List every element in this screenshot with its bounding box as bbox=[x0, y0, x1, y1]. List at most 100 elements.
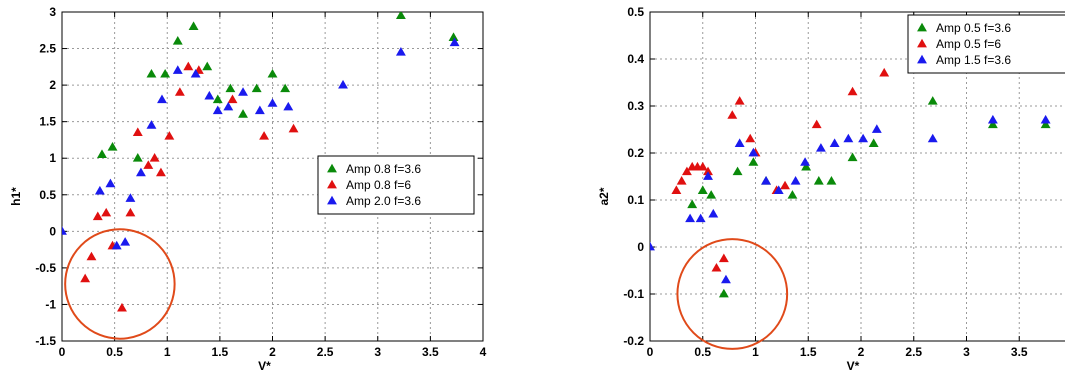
data-point-series-1 bbox=[813, 176, 824, 185]
data-point-series-1 bbox=[787, 190, 798, 199]
data-point-series-2 bbox=[80, 273, 91, 283]
data-point-series-3 bbox=[120, 237, 131, 246]
y-tick-label: 0.5 bbox=[39, 188, 56, 202]
data-point-series-1 bbox=[395, 12, 406, 20]
y-tick-label: 0.4 bbox=[627, 52, 644, 66]
data-point-series-1 bbox=[748, 157, 759, 166]
data-point-series-3 bbox=[62, 226, 67, 235]
data-point-series-2 bbox=[711, 262, 722, 272]
data-point-series-1 bbox=[107, 142, 118, 151]
data-point-series-1 bbox=[697, 185, 708, 194]
x-tick-label: 3 bbox=[374, 345, 381, 359]
legend-marker-series-1 bbox=[917, 22, 927, 32]
data-point-series-1 bbox=[267, 68, 278, 78]
x-tick-label: 0.5 bbox=[694, 345, 711, 359]
y-axis-label: h1* bbox=[9, 187, 23, 206]
y-tick-label: 1.5 bbox=[39, 115, 56, 129]
y-tick-label: 0 bbox=[49, 224, 56, 238]
data-point-series-3 bbox=[734, 138, 745, 147]
data-point-series-2 bbox=[671, 185, 682, 194]
x-tick-label: 0.5 bbox=[106, 345, 123, 359]
legend-marker-series-1 bbox=[327, 163, 337, 173]
data-point-series-3 bbox=[871, 124, 882, 133]
data-point-series-2 bbox=[125, 207, 136, 217]
data-point-series-2 bbox=[227, 94, 238, 104]
y-tick-label: 2 bbox=[49, 78, 56, 92]
data-point-series-2 bbox=[259, 131, 270, 140]
data-point-series-3 bbox=[773, 185, 784, 194]
data-point-series-3 bbox=[1040, 114, 1051, 124]
data-point-series-1 bbox=[251, 83, 262, 93]
data-point-series-3 bbox=[829, 138, 840, 147]
data-point-series-3 bbox=[761, 176, 771, 185]
legend-marker-series-3 bbox=[917, 54, 927, 64]
x-axis-label: V* bbox=[847, 359, 860, 373]
data-point-series-3 bbox=[223, 101, 234, 111]
y-tick-label: 3 bbox=[49, 5, 56, 19]
data-point-series-3 bbox=[190, 68, 201, 78]
data-point-series-1 bbox=[687, 199, 698, 209]
legend-marker-series-2 bbox=[917, 38, 927, 48]
data-point-series-3 bbox=[815, 143, 826, 152]
highlight-circle bbox=[64, 228, 176, 340]
data-point-series-3 bbox=[172, 65, 183, 74]
x-tick-label: 0 bbox=[647, 345, 654, 359]
data-point-series-3 bbox=[703, 171, 713, 180]
data-point-series-2 bbox=[174, 87, 185, 96]
data-point-series-2 bbox=[149, 153, 160, 162]
data-point-series-1 bbox=[826, 176, 837, 185]
chart-2: 00.511.522.533.54-0.2-0.100.10.20.30.40.… bbox=[597, 5, 1065, 373]
data-point-series-3 bbox=[790, 176, 801, 185]
data-point-series-2 bbox=[164, 131, 175, 140]
data-point-series-2 bbox=[727, 110, 738, 119]
legend-box bbox=[317, 155, 475, 215]
data-point-series-2 bbox=[780, 180, 790, 190]
data-point-series-1 bbox=[188, 21, 199, 31]
data-point-series-2 bbox=[811, 119, 822, 129]
legend: Amp 0.5 f=3.6 Amp 0.5 f=6 Amp 1.5 f=3.6 bbox=[907, 14, 1065, 74]
data-point-series-1 bbox=[732, 166, 743, 176]
y-tick-label: 0.2 bbox=[627, 146, 644, 160]
data-point-series-1 bbox=[238, 109, 248, 118]
data-point-series-2 bbox=[183, 61, 194, 71]
data-point-series-2 bbox=[847, 86, 858, 96]
x-tick-label: 0 bbox=[59, 345, 66, 359]
x-tick-label: 2.5 bbox=[905, 345, 922, 359]
x-tick-label: 1.5 bbox=[800, 345, 817, 359]
y-tick-label: 0.1 bbox=[627, 193, 644, 207]
legend: Amp 0.8 f=3.6 Amp 0.8 f=6 Amp 2.0 f=3.6 bbox=[317, 155, 475, 215]
data-point-series-2 bbox=[86, 251, 97, 261]
x-axis-label: V* bbox=[258, 359, 271, 373]
x-tick-label: 3 bbox=[963, 345, 970, 359]
data-point-series-1 bbox=[97, 149, 107, 158]
y-axis-label: a2* bbox=[597, 187, 611, 205]
data-point-series-1 bbox=[160, 68, 171, 78]
data-point-series-1 bbox=[1040, 119, 1051, 129]
data-point-series-3 bbox=[135, 167, 146, 177]
data-point-series-1 bbox=[212, 94, 223, 104]
y-tick-label: 2.5 bbox=[39, 42, 56, 56]
data-point-series-1 bbox=[801, 161, 812, 171]
x-tick-label: 2 bbox=[858, 345, 865, 359]
x-tick-label: 1 bbox=[752, 345, 759, 359]
data-point-series-2 bbox=[132, 127, 143, 137]
legend-label-series-1: Amp 0.8 f=3.6 bbox=[346, 162, 421, 176]
data-point-series-1 bbox=[146, 68, 157, 78]
y-tick-label: -1.5 bbox=[35, 334, 56, 348]
data-point-series-3 bbox=[685, 213, 696, 223]
legend-marker-series-3 bbox=[327, 195, 337, 205]
data-point-series-3 bbox=[105, 178, 116, 188]
data-point-series-2 bbox=[681, 166, 692, 176]
data-point-series-1 bbox=[718, 288, 729, 298]
data-point-series-1 bbox=[225, 83, 236, 93]
data-point-series-3 bbox=[254, 105, 265, 115]
data-point-series-3 bbox=[94, 185, 105, 195]
data-point-series-3 bbox=[212, 105, 223, 115]
y-tick-label: 1 bbox=[49, 151, 56, 165]
y-tick-label: 0 bbox=[637, 240, 644, 254]
data-point-series-2 bbox=[703, 166, 713, 176]
data-point-series-3 bbox=[927, 133, 938, 143]
data-point-series-3 bbox=[449, 37, 460, 47]
data-point-series-3 bbox=[146, 120, 157, 129]
